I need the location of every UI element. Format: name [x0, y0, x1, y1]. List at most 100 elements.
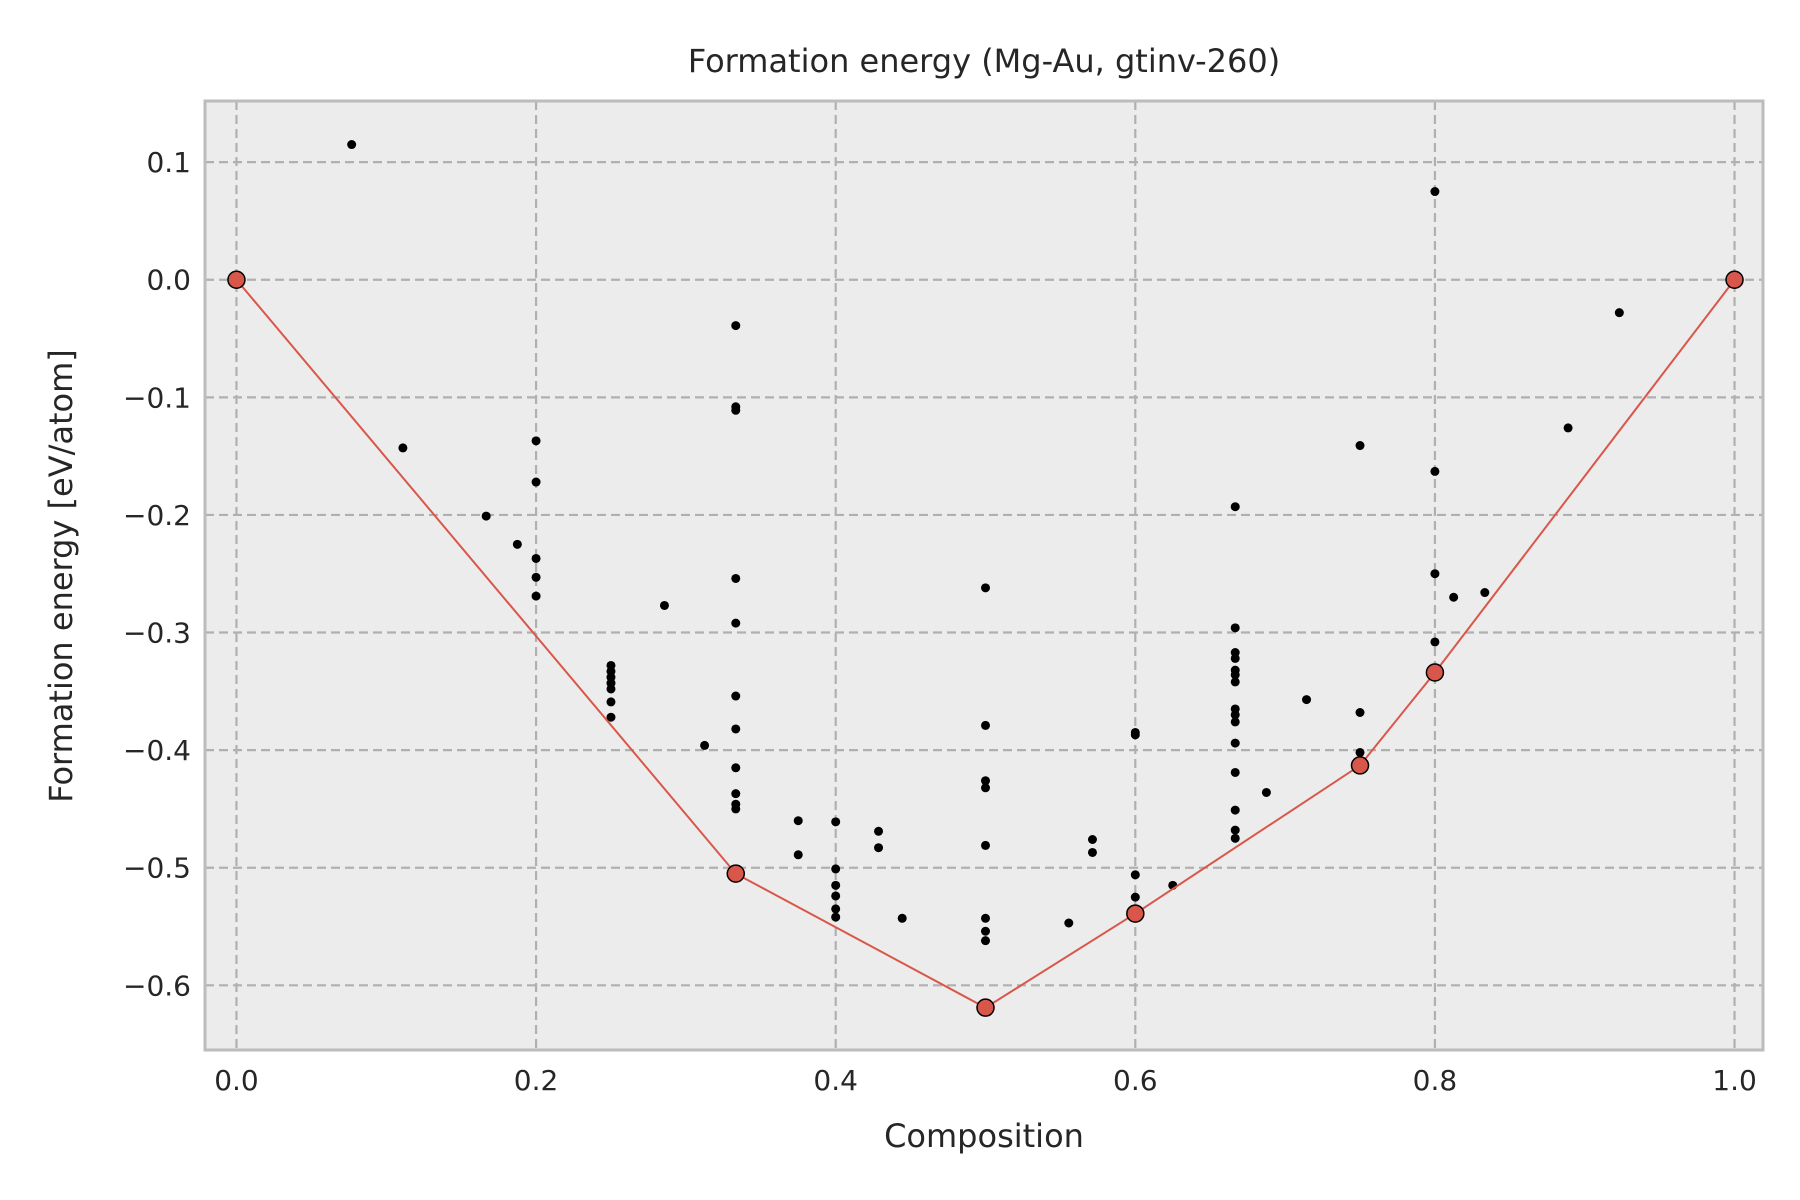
data-point — [700, 740, 710, 750]
hull-point — [227, 270, 246, 289]
data-point — [980, 776, 990, 786]
data-point — [531, 572, 541, 582]
data-point — [980, 840, 990, 850]
data-point — [874, 843, 884, 853]
x-axis-ticks: 0.0 0.2 0.4 0.6 0.8 1.0 — [214, 1064, 1757, 1097]
data-point — [1230, 833, 1240, 843]
data-point — [1261, 787, 1271, 797]
hull-point — [976, 998, 995, 1017]
data-point — [831, 904, 841, 914]
plot-area — [205, 101, 1763, 1050]
y-axis-ticks: 0.1 0.0 −0.1 −0.2 −0.3 −0.4 −0.5 −0.6 — [123, 146, 191, 1002]
data-point — [731, 763, 741, 773]
data-point — [793, 850, 803, 860]
data-point — [531, 436, 541, 446]
data-point — [731, 804, 741, 814]
data-point — [1230, 502, 1240, 512]
data-point — [1230, 653, 1240, 663]
x-tick-label: 1.0 — [1712, 1064, 1757, 1097]
data-point — [659, 600, 669, 610]
data-point — [606, 697, 616, 707]
data-point — [531, 591, 541, 601]
data-point — [980, 913, 990, 923]
data-point — [1355, 747, 1365, 757]
data-point — [1230, 670, 1240, 680]
data-point — [980, 926, 990, 936]
grid — [205, 101, 1763, 1050]
data-point — [1614, 308, 1624, 318]
data-point — [1355, 707, 1365, 717]
data-point — [1087, 835, 1097, 845]
data-point — [1355, 441, 1365, 451]
data-point — [1087, 847, 1097, 857]
y-tick-label: −0.2 — [123, 499, 191, 532]
x-tick-label: 0.2 — [514, 1064, 559, 1097]
data-point — [1130, 730, 1140, 740]
data-point — [980, 783, 990, 793]
data-point — [731, 724, 741, 734]
y-tick-label: −0.4 — [123, 734, 191, 767]
data-point — [531, 477, 541, 487]
x-tick-label: 0.8 — [1413, 1064, 1458, 1097]
y-tick-label: 0.0 — [146, 264, 191, 297]
data-point — [980, 583, 990, 593]
hull-point — [1126, 904, 1145, 923]
y-tick-label: −0.1 — [123, 381, 191, 414]
y-tick-label: 0.1 — [146, 146, 191, 179]
data-point — [1230, 710, 1240, 720]
data-point — [1230, 623, 1240, 633]
data-point — [1130, 892, 1140, 902]
data-point — [531, 553, 541, 563]
hull-point — [726, 864, 746, 883]
hull-point — [1725, 270, 1744, 289]
data-point — [897, 913, 907, 923]
data-point — [1430, 637, 1440, 647]
scatter-points — [347, 140, 1624, 946]
data-point — [731, 405, 741, 415]
data-point — [1230, 825, 1240, 835]
data-point — [1230, 677, 1240, 687]
data-point — [512, 539, 522, 549]
x-tick-label: 0.6 — [1113, 1064, 1158, 1097]
data-point — [1230, 767, 1240, 777]
data-point — [731, 691, 741, 701]
data-point — [831, 880, 841, 890]
data-point — [731, 321, 741, 331]
plot-frame — [203, 99, 1765, 1052]
data-point — [980, 936, 990, 946]
data-point — [481, 511, 491, 521]
data-point — [606, 684, 616, 694]
data-point — [1563, 423, 1573, 433]
data-point — [731, 573, 741, 583]
y-axis-label: Formation energy [eV/atom] — [42, 349, 80, 803]
x-tick-label: 0.0 — [214, 1064, 259, 1097]
hull-point — [1350, 756, 1370, 775]
hull-point — [1425, 663, 1445, 682]
data-point — [1064, 918, 1074, 928]
y-tick-label: −0.6 — [123, 969, 191, 1002]
data-point — [1430, 569, 1440, 579]
chart-title: Formation energy (Mg-Au, gtinv-260) — [688, 42, 1280, 80]
data-point — [980, 720, 990, 730]
data-point — [1302, 695, 1312, 705]
data-point — [1230, 738, 1240, 748]
data-point — [731, 618, 741, 628]
x-tick-label: 0.4 — [813, 1064, 858, 1097]
data-point — [874, 826, 884, 836]
data-point — [831, 817, 841, 827]
data-point — [831, 912, 841, 922]
data-point — [1230, 805, 1240, 815]
data-point — [347, 140, 357, 150]
data-point — [731, 789, 741, 799]
data-point — [831, 864, 841, 874]
data-point — [1430, 187, 1440, 197]
data-point — [793, 816, 803, 826]
y-tick-label: −0.5 — [123, 852, 191, 885]
data-point — [1480, 588, 1490, 598]
data-point — [1230, 717, 1240, 727]
data-point — [398, 443, 408, 453]
data-point — [1449, 592, 1459, 602]
x-axis-label: Composition — [884, 1117, 1084, 1155]
y-tick-label: −0.3 — [123, 617, 191, 650]
